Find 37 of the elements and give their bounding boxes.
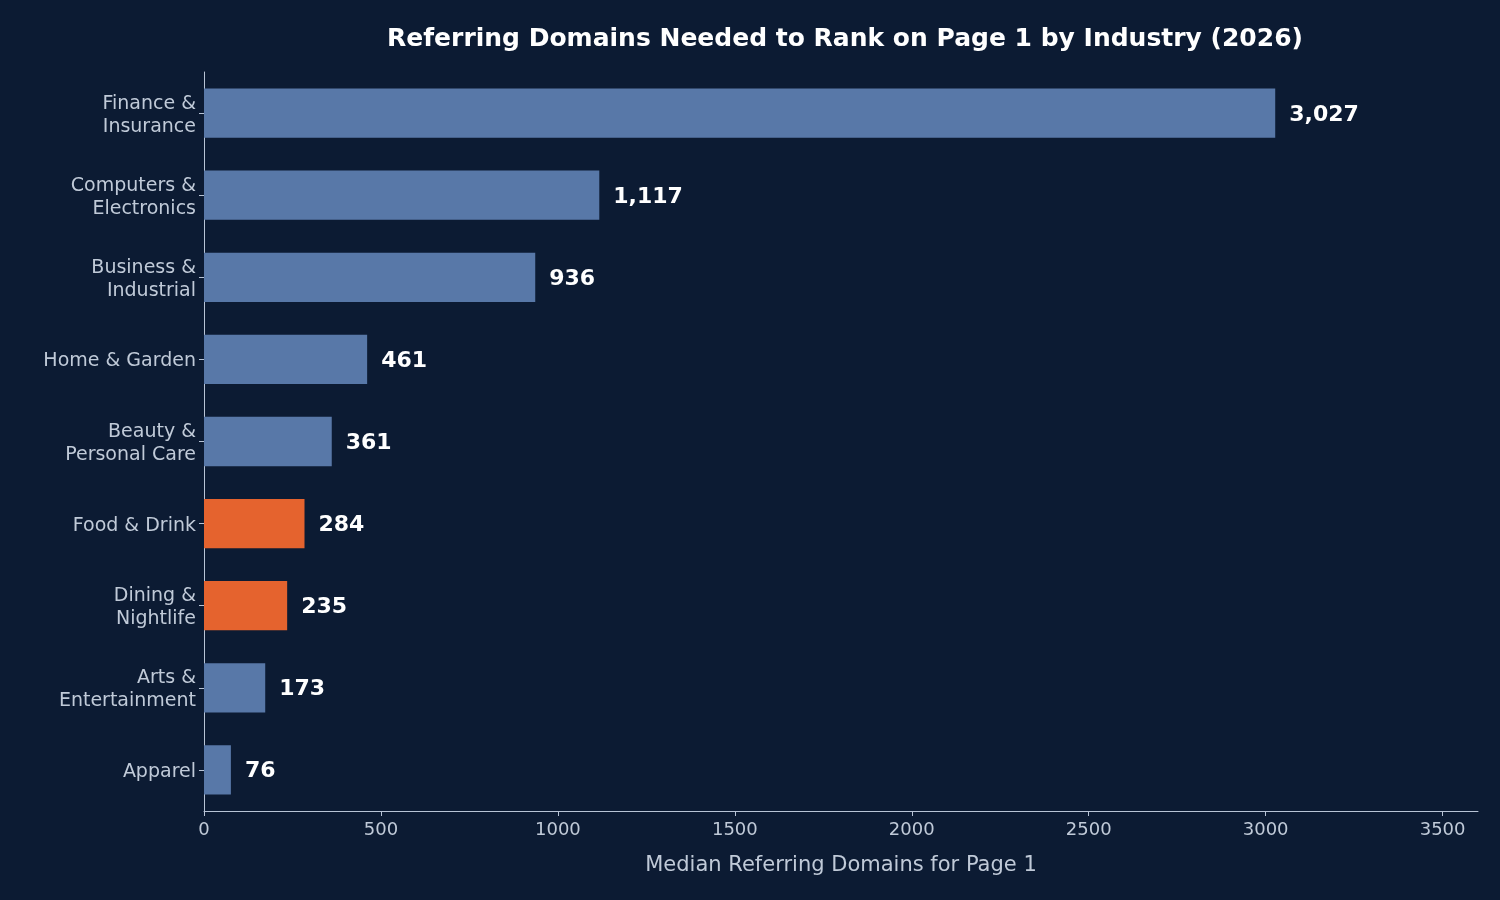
y-tick-label: Home & Garden	[43, 348, 196, 371]
bar	[204, 88, 1276, 138]
data-label: 3,027	[1289, 100, 1359, 126]
bar	[204, 416, 332, 467]
data-label: 461	[381, 346, 428, 372]
x-tick-label: 2000	[888, 817, 935, 839]
bar	[204, 663, 266, 713]
x-tick-label: 0	[198, 817, 210, 839]
bar	[204, 498, 305, 549]
data-label: 361	[345, 429, 392, 454]
x-tick-label: 1500	[711, 817, 758, 839]
y-tick-label: Apparel	[122, 758, 196, 781]
data-label: 235	[301, 593, 348, 619]
bar	[204, 170, 600, 220]
data-label: 173	[279, 675, 326, 701]
x-tick-label: 500	[363, 817, 399, 839]
y-tick-label: Dining & Nightlife	[113, 583, 197, 629]
data-label: 1,117	[613, 182, 683, 208]
data-label: 936	[549, 264, 596, 290]
x-tick-label: 1000	[534, 817, 581, 839]
y-tick-label: Computers & Electronics	[70, 172, 197, 218]
y-tick-label: Arts & Entertainment	[58, 665, 197, 711]
x-tick-label: 3000	[1242, 817, 1289, 839]
y-tick-label: Business & Industrial	[91, 254, 197, 300]
bar	[204, 334, 368, 385]
y-tick-label: Beauty & Personal Care	[65, 419, 197, 464]
bar	[204, 252, 536, 302]
y-tick-label: Food & Drink	[72, 512, 196, 535]
data-label: 76	[244, 757, 276, 783]
y-tick-label: Finance & Insurance	[102, 90, 197, 136]
data-label: 284	[318, 511, 365, 537]
x-axis-title: Median Referring Domains for Page 1	[645, 851, 1037, 876]
x-tick-label: 3500	[1419, 817, 1466, 839]
chart-title: Referring Domains Needed to Rank on Page 1 by Industry (2026)	[387, 23, 1303, 52]
bar	[204, 581, 288, 631]
x-tick-label: 2500	[1065, 817, 1112, 839]
bar	[204, 745, 231, 795]
